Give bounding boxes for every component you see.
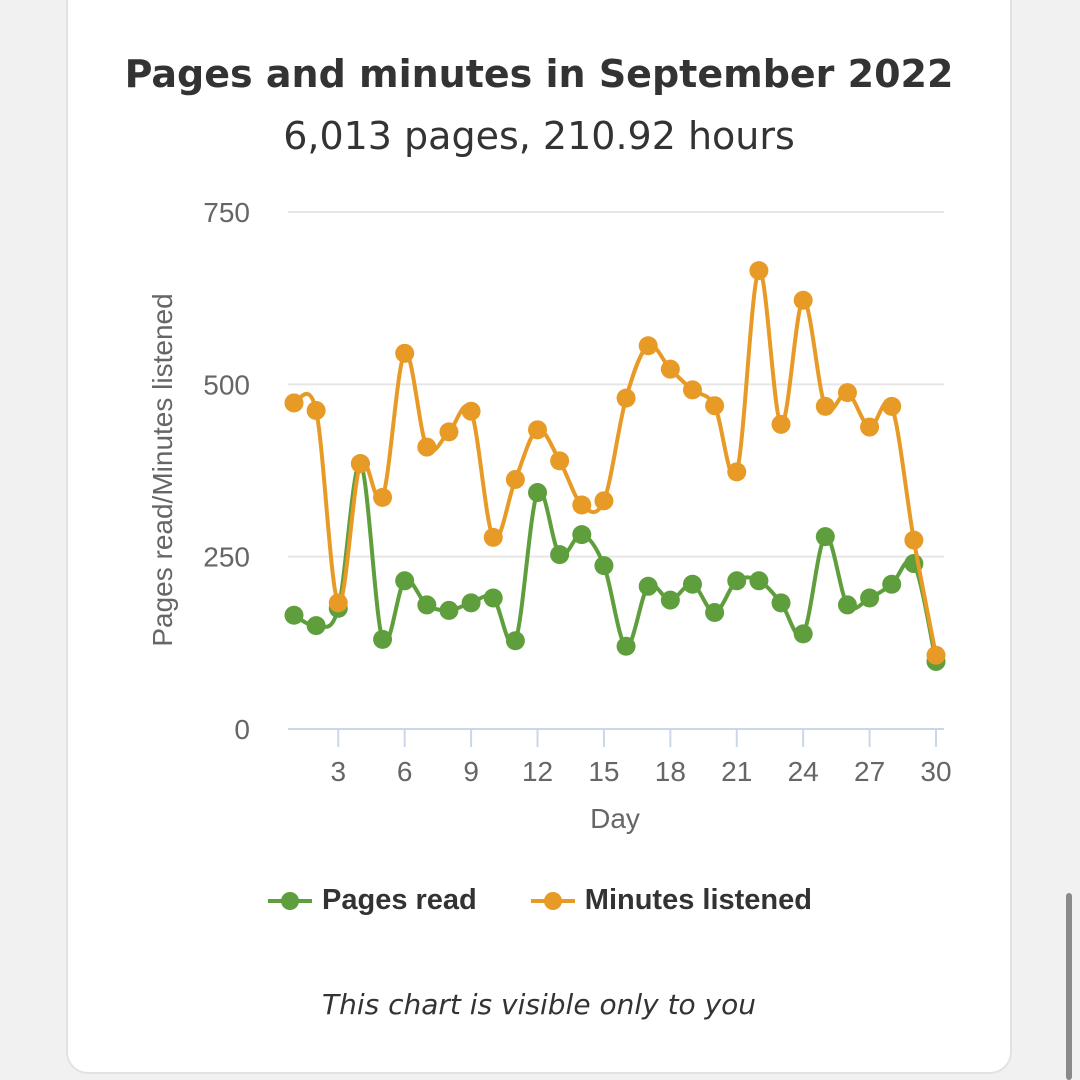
- data-point-pages-read-day-11: [505, 631, 525, 651]
- x-tick-label-6: 6: [397, 756, 413, 787]
- data-point-minutes-listened-day-13: [550, 451, 570, 471]
- y-axis-title: Pages read/Minutes listened: [147, 293, 178, 646]
- y-tick-label-500: 500: [203, 369, 250, 400]
- data-point-minutes-listened-day-4: [350, 454, 370, 474]
- data-point-pages-read-day-6: [395, 571, 415, 591]
- data-point-minutes-listened-day-29: [904, 530, 924, 550]
- data-point-pages-read-day-13: [550, 545, 570, 565]
- data-point-pages-read-day-5: [373, 629, 393, 649]
- data-point-pages-read-day-25: [815, 527, 835, 547]
- x-tick-label-15: 15: [588, 756, 619, 787]
- data-point-minutes-listened-day-11: [505, 469, 525, 489]
- data-point-minutes-listened-day-24: [793, 290, 813, 310]
- data-point-pages-read-day-28: [882, 574, 902, 594]
- x-tick-label-9: 9: [463, 756, 479, 787]
- data-point-pages-read-day-16: [616, 636, 636, 656]
- chart-subtitle: 6,013 pages, 210.92 hours: [283, 114, 795, 158]
- data-point-minutes-listened-day-3: [328, 593, 348, 613]
- data-point-pages-read-day-27: [860, 588, 880, 608]
- data-point-pages-read-day-22: [749, 571, 769, 591]
- data-point-pages-read-day-12: [528, 483, 548, 503]
- data-point-pages-read-day-18: [660, 590, 680, 610]
- y-tick-label-250: 250: [203, 542, 250, 573]
- y-tick-label-0: 0: [234, 714, 250, 745]
- data-point-minutes-listened-day-23: [771, 414, 791, 434]
- chart-card: [66, 0, 1012, 1074]
- scrollbar[interactable]: [1066, 893, 1072, 1080]
- data-point-pages-read-day-15: [594, 556, 614, 576]
- data-point-pages-read-day-19: [682, 574, 702, 594]
- data-point-pages-read-day-2: [306, 616, 326, 636]
- data-point-pages-read-day-9: [461, 593, 481, 613]
- x-axis-title: Day: [590, 803, 640, 834]
- x-tick-label-30: 30: [920, 756, 951, 787]
- data-point-pages-read-day-24: [793, 624, 813, 644]
- data-point-minutes-listened-day-26: [837, 383, 857, 403]
- data-point-minutes-listened-day-18: [660, 359, 680, 379]
- data-point-minutes-listened-day-19: [682, 380, 702, 400]
- x-tick-label-12: 12: [522, 756, 553, 787]
- data-point-minutes-listened-day-20: [705, 396, 725, 416]
- data-point-minutes-listened-day-1: [284, 393, 304, 413]
- data-point-minutes-listened-day-27: [860, 417, 880, 437]
- legend-item-minutes-listened[interactable]: Minutes listened: [530, 884, 812, 917]
- data-point-pages-read-day-21: [727, 571, 747, 591]
- data-point-minutes-listened-day-25: [815, 396, 835, 416]
- legend-swatch-pages-read: [268, 891, 313, 911]
- data-point-pages-read-day-26: [837, 595, 857, 615]
- data-point-minutes-listened-day-8: [439, 422, 459, 442]
- data-point-minutes-listened-day-2: [306, 401, 326, 421]
- data-point-minutes-listened-day-16: [616, 388, 636, 408]
- chart-legend: Pages read Minutes listened: [0, 884, 1080, 917]
- data-point-minutes-listened-day-15: [594, 491, 614, 511]
- x-tick-label-24: 24: [788, 756, 819, 787]
- series-line-minutes-listened: [292, 268, 938, 656]
- data-point-minutes-listened-day-10: [483, 527, 503, 547]
- data-point-pages-read-day-23: [771, 593, 791, 613]
- data-point-minutes-listened-day-6: [395, 343, 415, 363]
- data-point-minutes-listened-day-5: [373, 487, 393, 507]
- x-tick-label-21: 21: [721, 756, 752, 787]
- data-point-pages-read-day-14: [572, 525, 592, 545]
- data-point-minutes-listened-day-28: [882, 396, 902, 416]
- chart-title: Pages and minutes in September 2022: [124, 52, 954, 96]
- data-point-minutes-listened-day-22: [749, 261, 769, 281]
- legend-swatch-minutes-listened: [530, 891, 575, 911]
- data-point-pages-read-day-7: [417, 595, 437, 615]
- data-point-pages-read-day-8: [439, 600, 459, 620]
- data-point-minutes-listened-day-17: [638, 336, 658, 356]
- x-tick-label-18: 18: [655, 756, 686, 787]
- data-point-minutes-listened-day-9: [461, 401, 481, 421]
- data-point-minutes-listened-day-21: [727, 462, 747, 482]
- legend-label-minutes-listened: Minutes listened: [584, 884, 812, 916]
- data-point-minutes-listened-day-14: [572, 495, 592, 515]
- legend-label-pages-read: Pages read: [322, 884, 477, 916]
- y-tick-label-750: 750: [203, 197, 250, 228]
- data-point-minutes-listened-day-7: [417, 437, 437, 457]
- data-point-pages-read-day-20: [705, 603, 725, 623]
- visibility-note: This chart is visible only to you: [321, 988, 757, 1021]
- legend-item-pages-read[interactable]: Pages read: [268, 884, 477, 917]
- data-point-minutes-listened-day-30: [926, 645, 946, 665]
- x-tick-label-27: 27: [854, 756, 885, 787]
- data-point-pages-read-day-10: [483, 588, 503, 608]
- data-point-pages-read-day-17: [638, 576, 658, 596]
- x-tick-label-3: 3: [330, 756, 346, 787]
- data-point-pages-read-day-1: [284, 605, 304, 625]
- data-point-minutes-listened-day-12: [528, 420, 548, 440]
